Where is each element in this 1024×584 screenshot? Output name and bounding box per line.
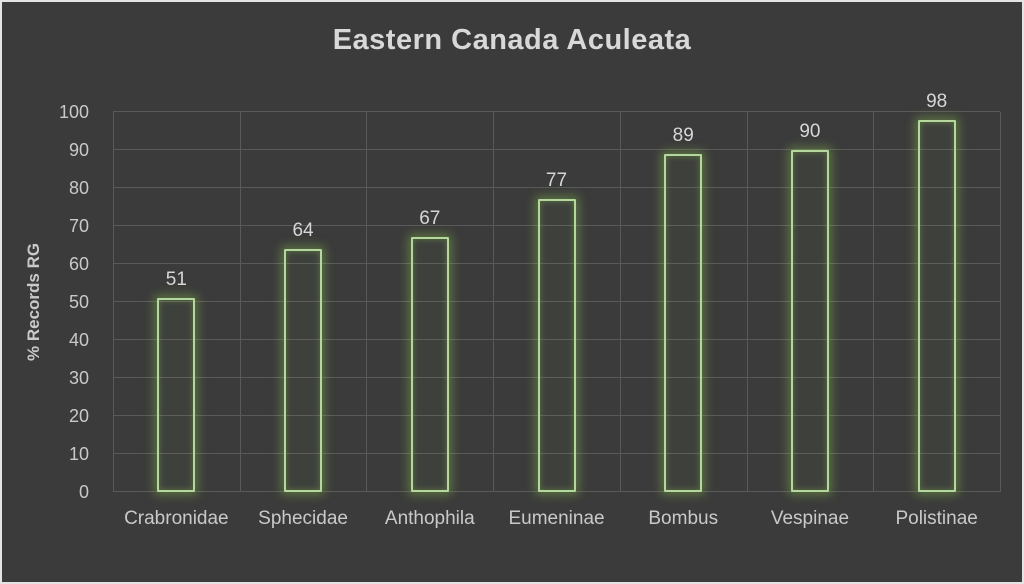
- h-gridline: [113, 187, 1000, 188]
- v-gridline: [873, 112, 875, 492]
- h-gridline: [113, 263, 1000, 264]
- x-axis-label: Anthophila: [384, 508, 475, 529]
- bar-crabronidae: [157, 298, 196, 492]
- y-axis-ticks: 0 10 20 30 40 50 60 70 80 90 100: [2, 103, 101, 501]
- x-axis-label: Vespinae: [770, 508, 850, 529]
- bar-value-label: 67: [419, 208, 441, 230]
- plot-area: 51 64 67 77 89 90 98: [113, 92, 1001, 492]
- bar-sphecidae: [284, 248, 323, 492]
- chart-title: Eastern Canada Aculeata: [332, 24, 692, 56]
- x-axis-label: Bombus: [648, 508, 719, 529]
- y-tick-label: 80: [68, 178, 89, 198]
- y-tick-label: 20: [68, 406, 89, 426]
- bar-polistinae: [917, 119, 956, 492]
- y-tick-label: 0: [78, 482, 89, 502]
- bar-value-label: 89: [672, 124, 694, 146]
- y-tick-label: 30: [68, 368, 89, 388]
- x-axis-label: Sphecidae: [258, 508, 348, 529]
- h-gridline: [113, 111, 1000, 112]
- h-gridline: [113, 301, 1000, 302]
- h-gridline: [113, 339, 1000, 340]
- v-gridline: [239, 112, 241, 492]
- h-gridline: [113, 149, 1000, 150]
- y-tick-label: 100: [58, 102, 89, 122]
- y-tick-label: 90: [68, 140, 89, 160]
- bar-value-label: 90: [799, 121, 821, 142]
- y-tick-label: 60: [68, 254, 89, 274]
- bar-anthophila: [410, 237, 449, 492]
- v-gridline: [746, 112, 748, 492]
- v-gridline: [493, 112, 495, 492]
- bar-vespinae: [790, 150, 829, 492]
- x-axis-label: Eumeninae: [508, 508, 605, 529]
- x-axis-label: Polistinae: [895, 508, 978, 529]
- h-gridline: [113, 453, 1000, 454]
- v-gridline: [113, 112, 114, 492]
- v-gridline: [366, 112, 368, 492]
- y-tick-label: 10: [68, 444, 89, 464]
- h-gridline: [113, 415, 1000, 416]
- x-axis-labels: Crabronidae Sphecidae Anthophila Eumeninae B…: [113, 508, 1000, 530]
- v-gridline: [619, 112, 621, 492]
- bar-value-label: 64: [292, 219, 314, 241]
- bar-eumeninae: [537, 199, 576, 492]
- x-axis-label: Crabronidae: [124, 508, 229, 529]
- h-gridline: [113, 225, 1000, 226]
- y-tick-label: 40: [68, 330, 89, 350]
- v-gridline: [1000, 112, 1001, 492]
- bar-value-label: 98: [926, 90, 948, 112]
- h-gridline: [113, 377, 1000, 378]
- bar-bombus: [664, 153, 703, 492]
- y-tick-label: 70: [68, 216, 89, 236]
- bar-value-label: 77: [545, 170, 568, 192]
- bar-value-label: 51: [165, 269, 187, 291]
- y-tick-label: 50: [68, 292, 89, 312]
